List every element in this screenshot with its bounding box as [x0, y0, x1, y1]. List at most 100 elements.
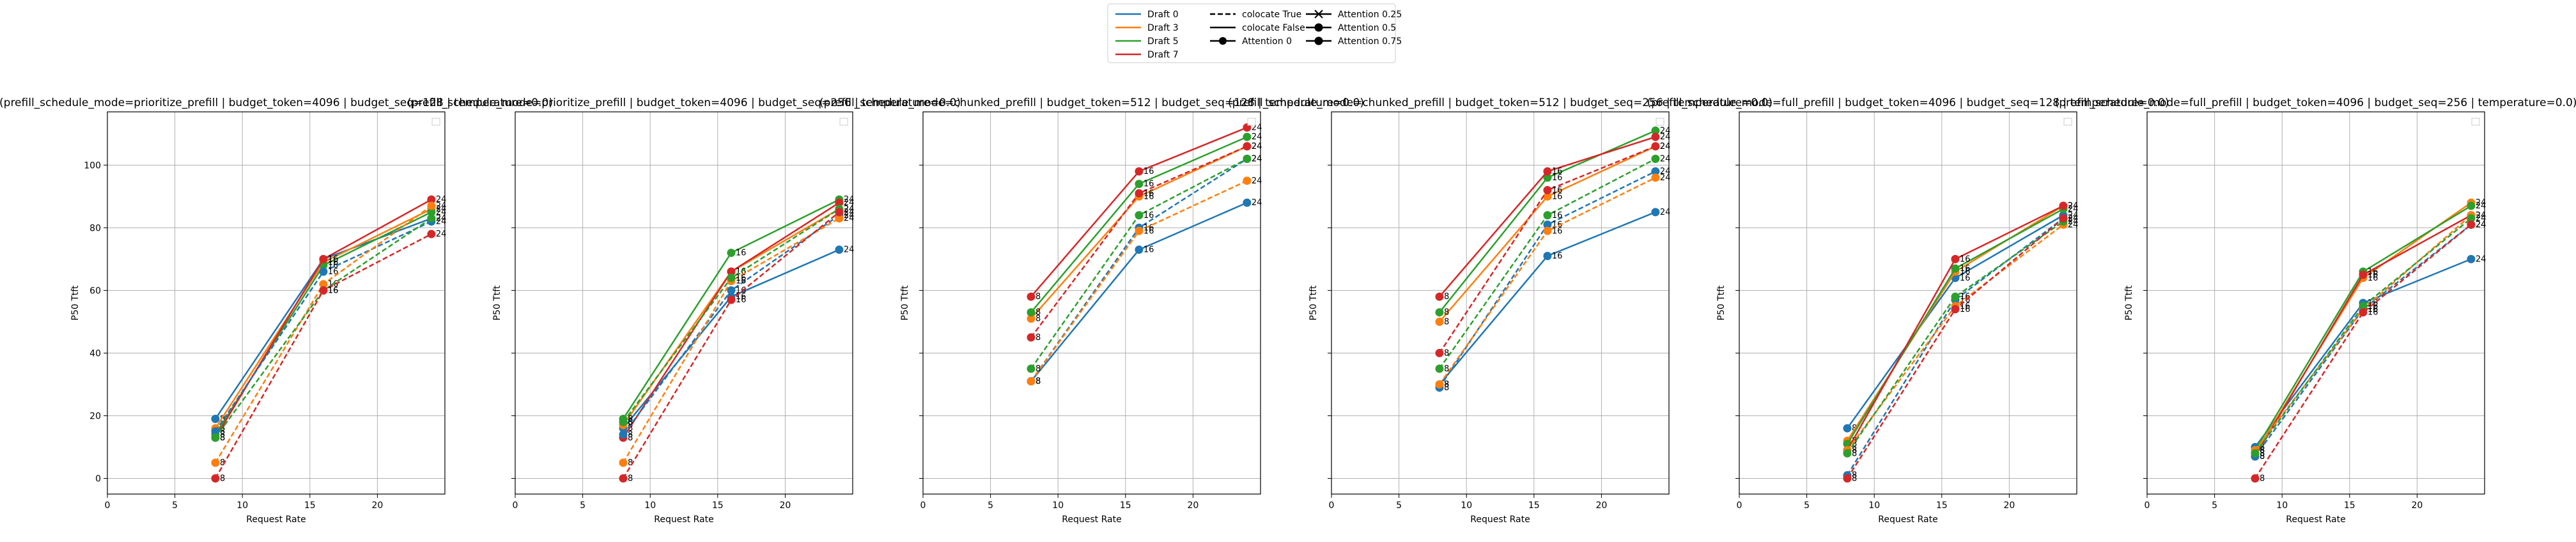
data-label: 16 [2368, 302, 2378, 311]
data-point [1435, 317, 1444, 326]
data-point [1543, 192, 1552, 201]
data-label: 8 [628, 414, 633, 424]
data-point [727, 249, 736, 258]
data-label: 16 [328, 286, 339, 295]
data-label: 24 [1252, 132, 1262, 142]
data-label: 8 [1852, 445, 1857, 455]
chart-panel: 8162481624816248162481624816248162481624… [407, 97, 961, 525]
data-label: 24 [2476, 254, 2487, 264]
data-point [727, 274, 736, 283]
chart-panels: 8 16 24 8 16 24 8 16 24 8 16 24 8 16 24 8 16 24 8 16 24 8 16 24… [0, 97, 2576, 525]
data-point [727, 267, 736, 276]
chart-title: (prefill_schedule_mode=prioritize_prefil… [0, 97, 553, 109]
data-label: 24 [2068, 211, 2079, 221]
y-tick-label: 80 [89, 223, 101, 233]
data-label: 8 [220, 427, 225, 437]
data-point [1435, 364, 1444, 373]
data-point [727, 295, 736, 304]
data-label: 8 [1036, 308, 1041, 318]
y-tick-label: 40 [89, 348, 101, 359]
data-label: 16 [2368, 274, 2378, 283]
data-point [1435, 380, 1444, 389]
data-label: 8 [220, 433, 225, 443]
data-label: 16 [1960, 264, 1971, 274]
data-label: 8 [1444, 292, 1449, 302]
chart-title: (prefill_schedule_mode=chunked_prefill |… [819, 97, 1364, 109]
data-point [835, 245, 844, 254]
data-label: 8 [628, 417, 633, 427]
data-label: 8 [1852, 471, 1857, 481]
data-label: 24 [1660, 142, 1671, 151]
chart-title: (prefill_schedule_mode=full_prefill | bu… [1647, 97, 2169, 109]
data-point [619, 458, 628, 467]
axes-frame [107, 111, 446, 495]
data-point [427, 208, 436, 217]
data-point [319, 286, 328, 295]
x-tick-label: 10 [1461, 500, 1472, 511]
x-tick-label: 10 [644, 500, 656, 511]
data-point [2059, 201, 2068, 210]
x-axis-label: Request Rate [1062, 515, 1121, 525]
data-label: 16 [1144, 226, 1154, 236]
x-axis-label: Request Rate [1470, 515, 1530, 525]
y-axis-label: P50 Ttft [1716, 285, 1726, 320]
chart-panel: 8162481624816248162481624816248162481624… [819, 97, 1364, 525]
data-label: 24 [2476, 211, 2487, 221]
panel-legend-box [1247, 118, 1256, 126]
x-axis-label: Request Rate [1878, 515, 1937, 525]
series-line [622, 199, 840, 420]
data-label: 24 [2476, 201, 2487, 211]
data-label: 24 [844, 205, 855, 214]
y-axis-label: P50 Ttft [900, 285, 910, 320]
legend-label: Attention 0 [1242, 36, 1292, 47]
series-line [214, 199, 432, 438]
data-point [2251, 449, 2260, 458]
data-label: 24 [1660, 155, 1671, 164]
data-point [1027, 314, 1036, 323]
data-label: 8 [220, 474, 225, 483]
y-tick-label: 0 [95, 474, 101, 484]
data-point [427, 201, 436, 210]
series-line [1846, 214, 2064, 429]
data-point [1651, 155, 1660, 164]
data-point [427, 214, 436, 223]
chart-title: (prefill_schedule_mode=chunked_prefill |… [1228, 97, 1773, 109]
data-label: 16 [1144, 245, 1154, 255]
x-tick-label: 10 [1868, 500, 1880, 511]
data-label: 24 [844, 208, 855, 217]
data-label: 8 [1852, 449, 1857, 458]
data-label: 8 [2260, 449, 2265, 458]
data-label: 16 [1144, 180, 1154, 189]
series-line [214, 217, 432, 438]
data-label: 16 [328, 286, 339, 295]
data-point [1243, 176, 1252, 185]
series-line [214, 221, 432, 432]
data-label: 24 [844, 214, 855, 224]
data-point [1543, 211, 1552, 220]
legend-marker-x [1314, 10, 1323, 19]
data-label: 8 [1444, 364, 1449, 374]
data-label: 8 [1036, 364, 1041, 374]
data-label: 8 [2260, 474, 2265, 483]
data-label: 24 [1252, 155, 1262, 164]
data-point [619, 430, 628, 439]
data-label: 24 [436, 208, 447, 217]
data-label: 24 [1660, 208, 1671, 217]
data-point [211, 458, 220, 467]
data-label: 24 [1660, 126, 1671, 136]
x-tick-label: 0 [513, 500, 518, 511]
data-point [1543, 167, 1552, 176]
data-label: 24 [1252, 155, 1262, 164]
x-tick-label: 5 [988, 500, 993, 511]
data-point [1543, 251, 1552, 260]
data-label: 8 [2260, 452, 2265, 461]
data-point [1435, 292, 1444, 301]
data-label: 8 [2260, 445, 2265, 455]
data-label: 16 [1144, 167, 1154, 176]
data-point [1027, 364, 1036, 373]
legend-label: colocate False [1242, 23, 1305, 33]
data-label: 24 [436, 195, 447, 205]
x-tick-label: 20 [1187, 500, 1199, 511]
data-label: 16 [1144, 189, 1154, 198]
data-point [319, 254, 328, 263]
